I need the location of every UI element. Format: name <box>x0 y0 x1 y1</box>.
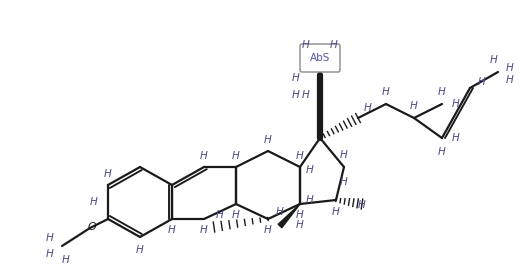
Text: H: H <box>306 165 314 175</box>
Text: H: H <box>292 73 300 83</box>
Text: H: H <box>410 101 418 111</box>
Text: O: O <box>88 222 96 232</box>
Text: H: H <box>438 87 446 97</box>
Text: H: H <box>452 99 460 109</box>
Text: H: H <box>364 103 372 113</box>
Text: H: H <box>292 90 300 100</box>
Text: H: H <box>232 151 240 161</box>
Text: H: H <box>296 220 304 230</box>
Text: H: H <box>306 195 314 205</box>
Text: H: H <box>452 133 460 143</box>
Text: AbS: AbS <box>310 53 330 63</box>
Text: H: H <box>200 151 208 161</box>
Text: H: H <box>136 245 144 255</box>
Text: H: H <box>90 197 98 207</box>
Text: H: H <box>216 210 224 220</box>
Text: H: H <box>276 207 284 217</box>
Text: H: H <box>168 225 176 235</box>
Text: H: H <box>330 40 338 50</box>
Text: H: H <box>340 150 348 160</box>
Text: H: H <box>358 200 366 210</box>
Text: H: H <box>506 75 514 85</box>
Text: H: H <box>296 210 304 220</box>
Text: H: H <box>62 255 70 265</box>
Text: H: H <box>340 177 348 187</box>
Text: H: H <box>264 135 272 145</box>
Text: H: H <box>296 151 304 161</box>
Text: H: H <box>506 63 514 73</box>
FancyBboxPatch shape <box>300 44 340 72</box>
Text: H: H <box>232 210 240 220</box>
Text: H: H <box>302 90 310 100</box>
Text: H: H <box>332 207 340 217</box>
Text: H: H <box>104 169 112 179</box>
Polygon shape <box>278 204 300 228</box>
Text: H: H <box>478 77 486 87</box>
Text: H: H <box>490 55 498 65</box>
Text: H: H <box>302 40 310 50</box>
Text: H: H <box>438 147 446 157</box>
Text: H: H <box>46 249 54 259</box>
Text: H: H <box>46 233 54 243</box>
Text: H: H <box>382 87 390 97</box>
Text: H: H <box>200 225 208 235</box>
Text: H: H <box>264 225 272 235</box>
